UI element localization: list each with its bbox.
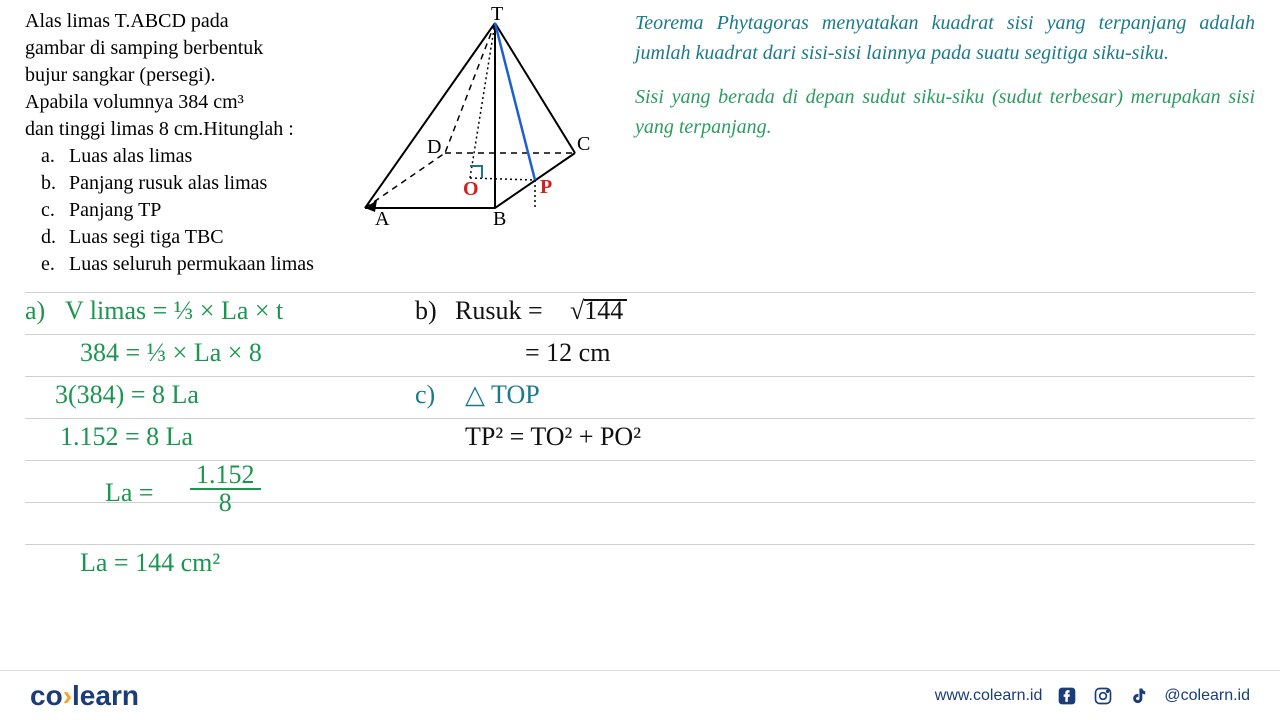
footer-right: www.colearn.id @colearn.id bbox=[935, 685, 1250, 707]
vertex-T: T bbox=[491, 3, 503, 26]
vertex-D: D bbox=[427, 136, 441, 159]
theorem-panel: Teorema Phytagoras menyatakan kuadrat si… bbox=[625, 8, 1255, 278]
hw-c-label: c) bbox=[415, 380, 435, 410]
tiktok-icon[interactable] bbox=[1128, 685, 1150, 707]
pyramid-diagram: T D C A B O P bbox=[335, 8, 615, 278]
hw-a5-lhs: La = bbox=[105, 478, 154, 508]
vertex-C: C bbox=[577, 133, 590, 156]
side-text: Sisi yang berada di depan sudut siku-sik… bbox=[635, 82, 1255, 142]
hw-b1-sqrt: √144 bbox=[570, 296, 623, 326]
problem-line: Apabila volumnya 384 cm³ bbox=[25, 89, 325, 116]
problem-text: Alas limas T.ABCD pada gambar di samping… bbox=[25, 8, 325, 278]
vertex-O: O bbox=[463, 178, 479, 201]
vertex-A: A bbox=[375, 208, 389, 231]
vertex-B: B bbox=[493, 208, 506, 231]
hw-a3: 3(384) = 8 La bbox=[55, 380, 199, 410]
hw-a-label: a) bbox=[25, 296, 45, 326]
vertex-P: P bbox=[540, 176, 552, 199]
hw-b2: = 12 cm bbox=[525, 338, 610, 368]
hw-b-label: b) bbox=[415, 296, 437, 326]
hw-c2: TP² = TO² + PO² bbox=[465, 422, 641, 452]
hw-a5-frac: 1.1528 bbox=[190, 462, 261, 516]
problem-line: dan tinggi limas 8 cm.Hitunglah : bbox=[25, 116, 325, 143]
hw-b1-lhs: Rusuk = bbox=[455, 296, 543, 326]
hw-c1: △ TOP bbox=[465, 380, 540, 410]
hw-a1: V limas = ⅓ × La × t bbox=[65, 296, 283, 326]
logo: co›learn bbox=[30, 680, 139, 712]
social-handle: @colearn.id bbox=[1164, 687, 1250, 705]
hw-a6: La = 144 cm² bbox=[80, 548, 220, 578]
problem-line: gambar di samping berbentuk bbox=[25, 35, 325, 62]
footer: co›learn www.colearn.id @colearn.id bbox=[0, 670, 1280, 720]
problem-line: bujur sangkar (persegi). bbox=[25, 62, 325, 89]
website-link[interactable]: www.colearn.id bbox=[935, 687, 1043, 705]
instagram-icon[interactable] bbox=[1092, 685, 1114, 707]
problem-line: Alas limas T.ABCD pada bbox=[25, 8, 325, 35]
facebook-icon[interactable] bbox=[1056, 685, 1078, 707]
handwriting-area: a) V limas = ⅓ × La × t 384 = ⅓ × La × 8… bbox=[25, 290, 1255, 665]
problem-list: a.Luas alas limas b.Panjang rusuk alas l… bbox=[25, 143, 325, 278]
theorem-text: Teorema Phytagoras menyatakan kuadrat si… bbox=[635, 8, 1255, 68]
hw-a2: 384 = ⅓ × La × 8 bbox=[80, 338, 262, 368]
hw-a4: 1.152 = 8 La bbox=[60, 422, 193, 452]
